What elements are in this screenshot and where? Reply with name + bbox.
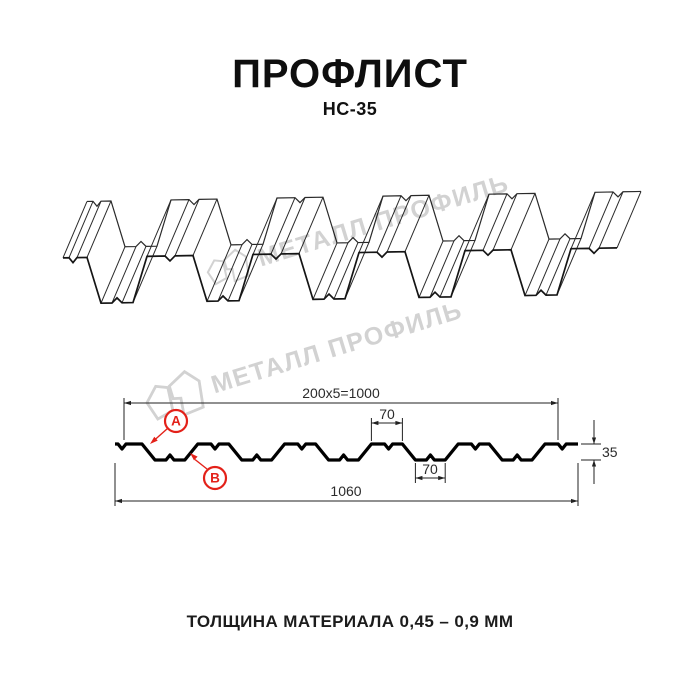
dim-coverage	[123, 398, 559, 440]
dim-rib-bottom	[414, 463, 446, 483]
label-b-text: В	[210, 471, 220, 486]
sheet-3d-drawing	[62, 190, 642, 305]
dim-rib-bottom-label: 70	[422, 461, 438, 477]
dim-rib-top	[370, 418, 403, 441]
label-a-badge: А	[150, 408, 189, 444]
profile-code: НС-35	[322, 99, 378, 119]
dim-overall-label: 1060	[330, 483, 361, 499]
section-drawing: 200x5=1000 70 70 35	[114, 385, 618, 506]
dim-coverage-label: 200x5=1000	[302, 385, 380, 401]
footer-thickness-note: ТОЛЩИНА МАТЕРИАЛА 0,45 – 0,9 ММ	[186, 612, 514, 631]
page-title: ПРОФЛИСТ	[232, 52, 468, 96]
dim-rib-top-label: 70	[379, 406, 395, 422]
profile-cross-section	[115, 442, 578, 462]
dim-height	[581, 420, 601, 484]
label-a-text: А	[171, 414, 181, 429]
dim-height-label: 35	[602, 444, 618, 460]
label-b-badge: В	[190, 453, 228, 491]
dim-overall	[114, 463, 579, 506]
